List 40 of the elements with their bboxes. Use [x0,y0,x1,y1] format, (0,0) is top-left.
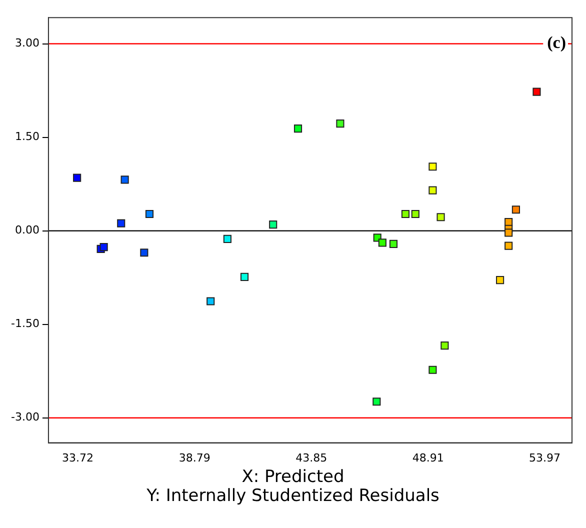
point [504,242,513,250]
point [440,342,449,350]
x-tick-label: 38.79 [178,451,210,464]
x-tick-label: 43.85 [296,451,328,464]
point [512,206,520,214]
point [73,174,82,182]
point [120,176,129,184]
point [411,210,420,218]
point [294,124,302,133]
point [389,240,398,248]
point [436,213,445,222]
point [336,120,344,128]
point [269,220,278,229]
point [117,219,126,228]
point [100,243,108,252]
y-tick-label: 1.50 [14,130,40,144]
text: Y: Internally Studentized Residuals [146,486,440,506]
point [504,228,513,237]
x-tick-label: 53.97 [529,451,561,464]
point [401,210,410,218]
point [140,248,148,257]
point [428,162,437,171]
point [428,186,437,194]
point [532,88,541,96]
y-tick-label: -3.00 [10,410,40,424]
point [206,297,215,306]
point [496,276,504,284]
point [372,398,381,406]
y-tick-label: 3.00 [14,36,40,50]
point [378,238,386,247]
annotation: (c) [547,33,566,52]
x-axis-title: X: Predicted [240,467,346,487]
y-tick-label: 0.00 [14,224,40,237]
point [223,234,232,243]
x-tick-label: 33.72 [62,451,94,464]
point [240,272,249,281]
y-tick-label: -1.50 [10,317,40,330]
x-tick-label: 48.91 [412,451,444,464]
point [145,210,154,218]
point [428,366,437,374]
